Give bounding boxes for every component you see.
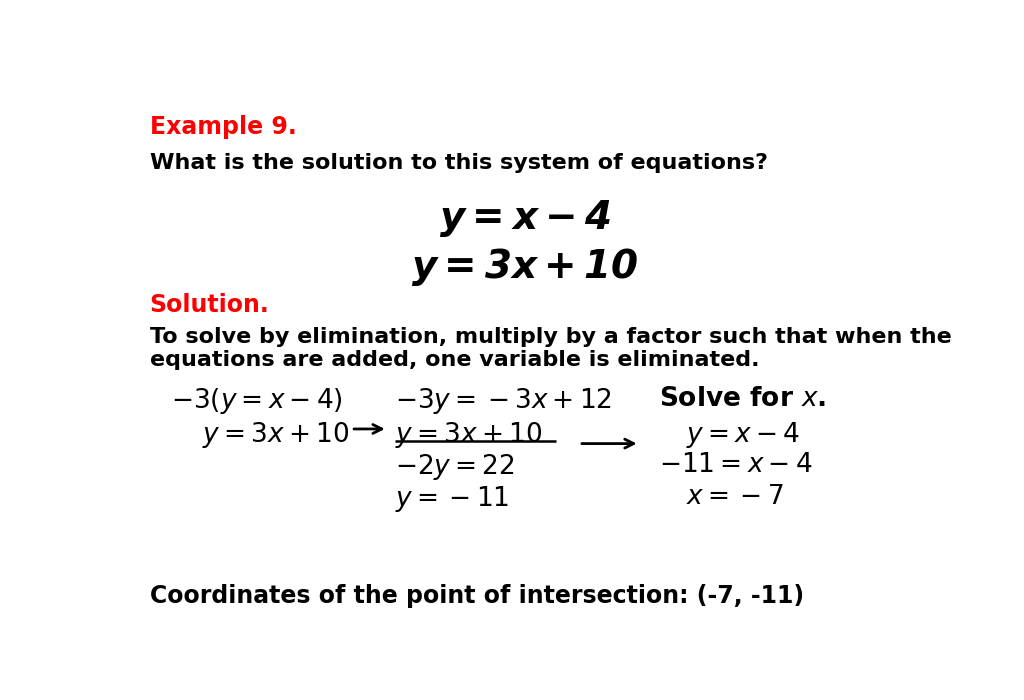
Text: To solve by elimination, multiply by a factor such that when the: To solve by elimination, multiply by a f… [150,328,951,347]
Text: $x = -7$: $x = -7$ [686,484,783,510]
Text: $-11 = x - 4$: $-11 = x - 4$ [658,452,812,478]
Text: $y = x - 4$: $y = x - 4$ [686,420,800,449]
Text: $-3y = -3x + 12$: $-3y = -3x + 12$ [395,386,612,416]
Text: $-3(y = x - 4)$: $-3(y = x - 4)$ [171,386,343,416]
Text: $\bfit{y} = 3\bfit{x} + 10$: $\bfit{y} = 3\bfit{x} + 10$ [411,246,639,288]
Text: equations are added, one variable is eliminated.: equations are added, one variable is eli… [150,351,759,370]
Text: Solution.: Solution. [150,293,269,317]
Text: $y = 3x + 10$: $y = 3x + 10$ [202,420,349,449]
Text: $y = 3x + 10$: $y = 3x + 10$ [395,420,543,449]
Text: What is the solution to this system of equations?: What is the solution to this system of e… [150,153,768,174]
Text: $\bfit{y} = \bfit{x} - 4$: $\bfit{y} = \bfit{x} - 4$ [438,198,611,239]
Text: $-2y = 22$: $-2y = 22$ [395,452,515,482]
Text: Coordinates of the point of intersection: (-7, -11): Coordinates of the point of intersection… [150,584,804,608]
Text: Solve for $x$.: Solve for $x$. [658,386,826,412]
Text: Example 9.: Example 9. [150,115,297,139]
Text: $y = -11$: $y = -11$ [395,484,510,514]
